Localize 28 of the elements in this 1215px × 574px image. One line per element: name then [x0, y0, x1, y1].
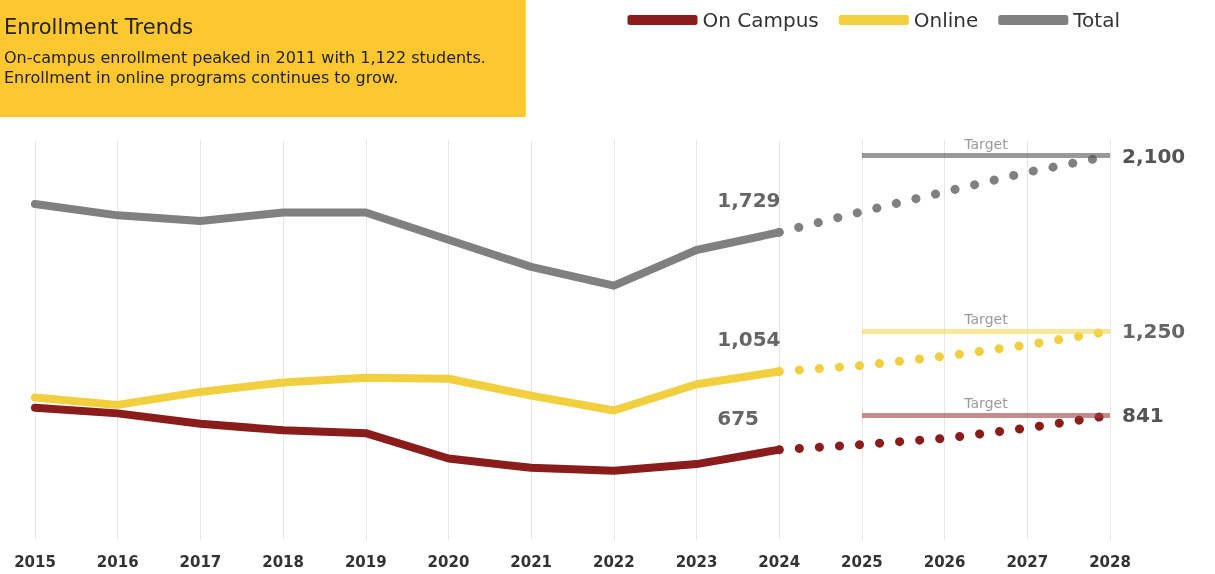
data-label: 841 — [1122, 403, 1164, 428]
x-tick-label: 2015 — [14, 552, 56, 571]
x-tick-label: 2028 — [1089, 552, 1131, 571]
x-tick-label: 2021 — [510, 552, 553, 571]
x-tick-label: 2017 — [179, 552, 222, 571]
x-tick-label: 2024 — [758, 552, 801, 571]
legend-label: Online — [913, 8, 979, 32]
chart-subtitle: On-campus enrollment peaked in 2011 with 1,122 students. Enrollment in online programs continues to grow. — [4, 47, 486, 87]
x-tick-label: 2022 — [592, 552, 635, 571]
ref-line-label: Target — [963, 311, 1009, 328]
x-tick-label: 2018 — [262, 552, 304, 571]
x-tick-label: 2016 — [96, 552, 139, 571]
ref-line-label: Target — [963, 395, 1009, 412]
data-label: 1,054 — [717, 327, 781, 352]
legend-label: Total — [1072, 8, 1121, 32]
legend-label: On Campus — [702, 8, 819, 32]
data-label: 1,729 — [717, 188, 781, 213]
data-label: 675 — [717, 405, 759, 430]
chart-title: Enrollment Trends — [4, 14, 194, 39]
x-tick-label: 2020 — [427, 552, 470, 571]
data-label: 2,100 — [1122, 143, 1186, 168]
data-label: 1,250 — [1122, 319, 1186, 344]
x-tick-label: 2026 — [923, 552, 966, 571]
ref-line-label: Target — [963, 135, 1009, 152]
x-tick-label: 2027 — [1006, 552, 1049, 571]
x-tick-label: 2025 — [841, 552, 883, 571]
x-tick-label: 2019 — [344, 552, 387, 571]
x-tick-label: 2023 — [675, 552, 718, 571]
